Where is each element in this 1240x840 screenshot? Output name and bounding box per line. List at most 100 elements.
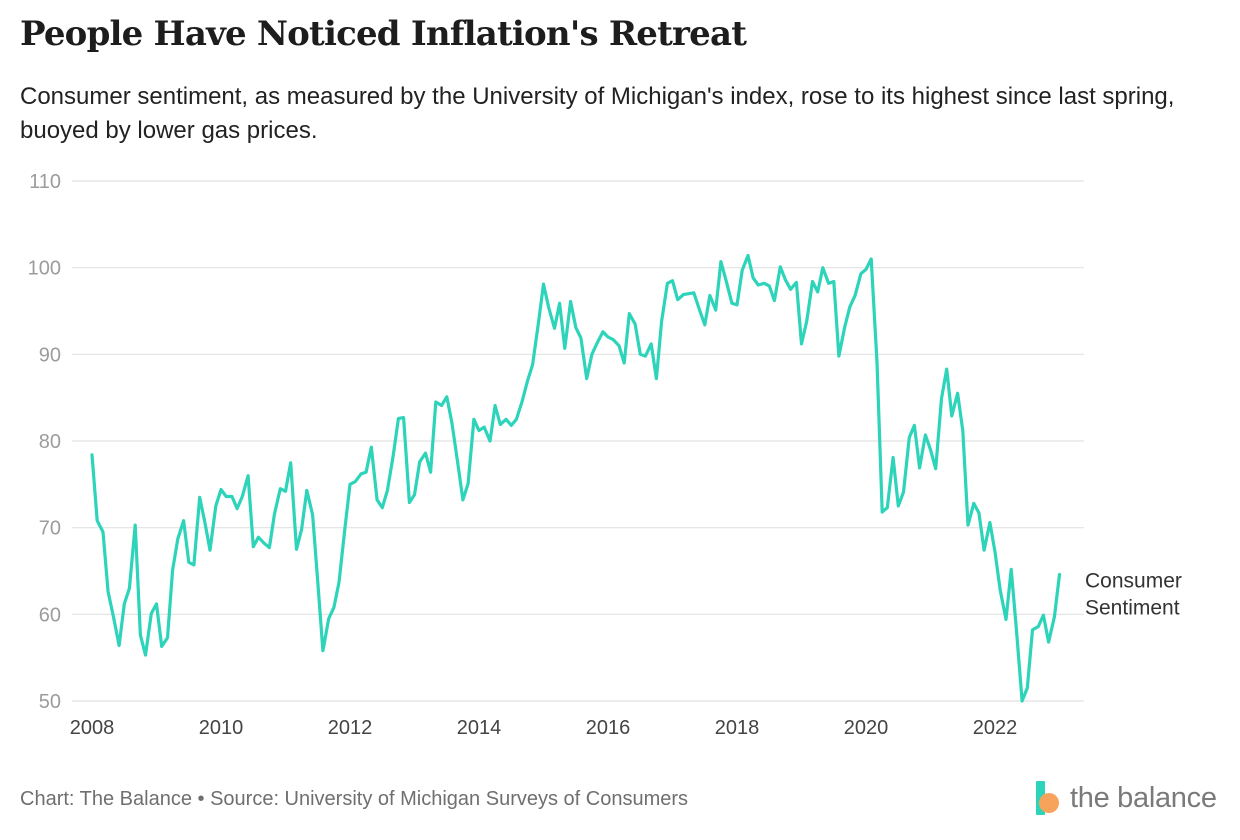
data-point — [537, 322, 540, 325]
data-point — [832, 280, 835, 283]
data-point — [628, 312, 631, 315]
x-tick-label: 2012 — [328, 717, 373, 739]
data-point — [687, 292, 690, 295]
data-point — [198, 496, 201, 499]
data-point — [811, 280, 814, 283]
data-point — [634, 323, 637, 326]
data-point — [698, 309, 701, 312]
data-point — [682, 293, 685, 296]
data-point — [166, 636, 169, 639]
x-tick-label: 2020 — [844, 717, 889, 739]
data-point — [257, 536, 260, 539]
data-point — [908, 436, 911, 439]
data-point — [123, 602, 126, 605]
data-point — [1010, 568, 1013, 571]
data-point — [187, 561, 190, 564]
data-point — [268, 546, 271, 549]
data-point — [1021, 700, 1024, 703]
data-point — [934, 467, 937, 470]
data-point — [999, 589, 1002, 592]
data-point — [445, 395, 448, 398]
data-point — [865, 268, 868, 271]
data-point — [837, 355, 840, 358]
data-point — [918, 466, 921, 469]
data-point — [1005, 618, 1008, 621]
data-point — [241, 495, 244, 498]
data-point — [666, 282, 669, 285]
data-point — [650, 342, 653, 345]
data-point — [220, 488, 223, 491]
data-point — [472, 418, 475, 421]
data-point — [876, 361, 879, 364]
data-point — [429, 471, 432, 474]
data-point — [295, 548, 298, 551]
data-point — [160, 645, 163, 648]
data-point — [192, 563, 195, 566]
data-point — [359, 472, 362, 475]
series-label: Consumer Sentiment — [1085, 569, 1182, 619]
data-point — [994, 550, 997, 553]
chart-source: Chart: The Balance • Source: University … — [20, 788, 689, 810]
data-point — [118, 644, 121, 647]
data-point — [456, 461, 459, 464]
data-point — [284, 490, 287, 493]
data-point — [1037, 625, 1040, 628]
data-point — [897, 505, 900, 508]
data-point — [950, 414, 953, 417]
data-point — [601, 330, 604, 333]
data-point — [972, 502, 975, 505]
data-point — [719, 260, 722, 263]
data-point — [209, 549, 212, 552]
data-point — [408, 501, 411, 504]
data-point — [703, 323, 706, 326]
x-axis-ticks: 2008 2010 2012 2014 2016 2018 2020 2022 — [70, 717, 1018, 739]
data-point — [929, 448, 932, 451]
data-point — [870, 258, 873, 261]
data-point — [886, 506, 889, 509]
data-point — [558, 302, 561, 305]
data-point — [961, 429, 964, 432]
data-point — [736, 303, 739, 306]
data-point — [730, 302, 733, 305]
data-point — [1042, 614, 1045, 617]
x-tick-label: 2014 — [457, 717, 502, 739]
data-point — [316, 581, 319, 584]
data-point — [1031, 628, 1034, 631]
data-point — [1053, 615, 1056, 618]
data-point — [881, 511, 884, 514]
data-point — [101, 531, 104, 534]
data-point — [623, 362, 626, 365]
data-point — [805, 320, 808, 323]
data-point — [144, 654, 147, 657]
line-chart: 50 60 70 80 90 100 110 2008 2010 2012 2014 2016 201… — [28, 171, 1182, 739]
data-point — [553, 327, 556, 330]
data-point — [1015, 627, 1018, 630]
data-point — [708, 294, 711, 297]
data-point — [956, 392, 959, 395]
data-point — [370, 446, 373, 449]
data-point — [547, 306, 550, 309]
data-point — [365, 471, 368, 474]
data-point — [590, 353, 593, 356]
data-point — [531, 363, 534, 366]
data-point — [542, 283, 545, 286]
data-point — [924, 433, 927, 436]
data-point — [607, 336, 610, 339]
data-point — [305, 489, 308, 492]
series-layer — [90, 253, 1062, 703]
data-point — [332, 606, 335, 609]
chart-subtitle: Consumer sentiment, as measured by the U… — [20, 83, 1175, 144]
data-point — [676, 298, 679, 301]
data-point — [945, 368, 948, 371]
data-point — [461, 498, 464, 501]
data-point — [574, 326, 577, 329]
data-point — [763, 282, 766, 285]
data-point — [655, 377, 658, 380]
data-point — [139, 634, 142, 637]
data-point — [983, 549, 986, 552]
data-point — [349, 483, 352, 486]
brand-logo[interactable]: the balance — [1034, 778, 1217, 818]
data-point — [155, 602, 158, 605]
data-point — [1058, 573, 1061, 576]
data-point — [617, 344, 620, 347]
